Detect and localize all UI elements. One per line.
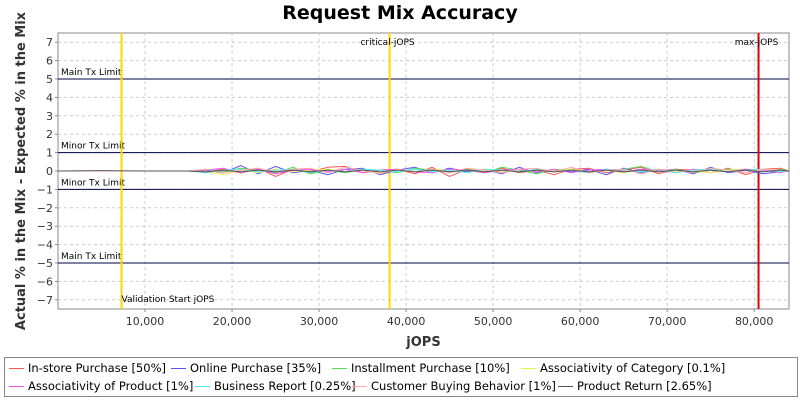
series-line-6 <box>58 166 790 175</box>
legend-swatch-2 <box>332 367 347 369</box>
y-tick-label-13: 6 <box>46 55 53 68</box>
limit-label-3: Main Tx Limit <box>61 252 122 262</box>
legend-label-0: In-store Purchase [50%] <box>28 361 166 375</box>
legend-swatch-3 <box>521 367 536 369</box>
legend-swatch-1 <box>171 367 186 369</box>
legend-item-4: Associativity of Product [1%] <box>9 377 193 395</box>
legend-swatch-0 <box>9 367 24 369</box>
marker-label-0: Validation Start jOPS <box>122 295 215 305</box>
y-tick-label-9: 2 <box>46 128 53 141</box>
y-axis-ticks: −7 −6 −5 −4 −3 −2 −1 0 1 2 3 4 5 6 7 <box>37 36 58 307</box>
legend-item-1: Online Purchase [35%] <box>171 359 321 377</box>
chart-title: Request Mix Accuracy <box>282 2 518 24</box>
legend-swatch-7 <box>558 385 573 387</box>
y-tick-label-11: 4 <box>46 91 53 104</box>
chart-svg: Main Tx Limit Minor Tx Limit Minor Tx Limi… <box>14 11 790 350</box>
legend-item-0: In-store Purchase [50%] <box>9 359 166 377</box>
legend-label-5: Business Report [0.25%] <box>214 379 356 393</box>
legend-item-2: Installment Purchase [10%] <box>332 359 510 377</box>
y-tick-label-3: −4 <box>37 239 53 252</box>
legend-swatch-6 <box>352 385 367 387</box>
y-tick-label-2: −5 <box>37 257 53 270</box>
y-axis-label: Actual % in the Mix - Expected % in the … <box>14 11 29 330</box>
x-tick-label-4: 50,000 <box>474 315 513 328</box>
x-tick-label-6: 70,000 <box>648 315 687 328</box>
x-tick-label-0: 10,000 <box>126 315 165 328</box>
y-tick-label-6: −1 <box>37 183 53 196</box>
limit-lines: Main Tx Limit Minor Tx Limit Minor Tx Limi… <box>58 68 789 264</box>
legend-item-6: Customer Buying Behavior [1%] <box>352 377 556 395</box>
y-tick-label-14: 7 <box>46 36 53 49</box>
legend: In-store Purchase [50%] Online Purchase [… <box>4 357 798 397</box>
y-tick-label-12: 5 <box>46 73 53 86</box>
legend-item-3: Associativity of Category [0.1%] <box>521 359 725 377</box>
x-tick-label-7: 80,000 <box>735 315 774 328</box>
limit-label-0: Main Tx Limit <box>61 68 122 78</box>
y-tick-label-5: −2 <box>37 202 53 215</box>
legend-label-6: Customer Buying Behavior [1%] <box>371 379 556 393</box>
x-tick-label-5: 60,000 <box>561 315 600 328</box>
x-tick-label-1: 20,000 <box>213 315 252 328</box>
legend-swatch-4 <box>9 385 24 387</box>
marker-label-1: critical-jOPS <box>360 38 414 48</box>
legend-label-4: Associativity of Product [1%] <box>28 379 194 393</box>
y-tick-label-10: 3 <box>46 110 53 123</box>
legend-label-3: Associativity of Category [0.1%] <box>540 361 726 375</box>
x-tick-label-3: 40,000 <box>387 315 426 328</box>
legend-item-5: Business Report [0.25%] <box>195 377 356 395</box>
series-line-7 <box>57 169 790 173</box>
y-tick-label-4: −3 <box>37 220 53 233</box>
x-axis-label: jOPS <box>405 335 440 350</box>
limit-label-1: Minor Tx Limit <box>61 142 126 152</box>
legend-label-7: Product Return [2.65%] <box>577 379 712 393</box>
series-lines <box>57 164 790 178</box>
limit-label-2: Minor Tx Limit <box>61 178 126 188</box>
legend-label-2: Installment Purchase [10%] <box>351 361 510 375</box>
y-tick-label-0: −7 <box>37 294 53 307</box>
x-axis-ticks: 10,000 20,000 30,000 40,000 50,000 60,000 70,0… <box>126 309 774 328</box>
legend-label-1: Online Purchase [35%] <box>190 361 322 375</box>
y-tick-label-8: 1 <box>46 147 53 160</box>
y-tick-label-1: −6 <box>37 275 53 288</box>
y-tick-label-7: 0 <box>46 165 53 178</box>
marker-label-2: max-jOPS <box>735 38 779 48</box>
x-tick-label-2: 30,000 <box>300 315 339 328</box>
legend-item-7: Product Return [2.65%] <box>558 377 712 395</box>
legend-swatch-5 <box>195 385 210 387</box>
